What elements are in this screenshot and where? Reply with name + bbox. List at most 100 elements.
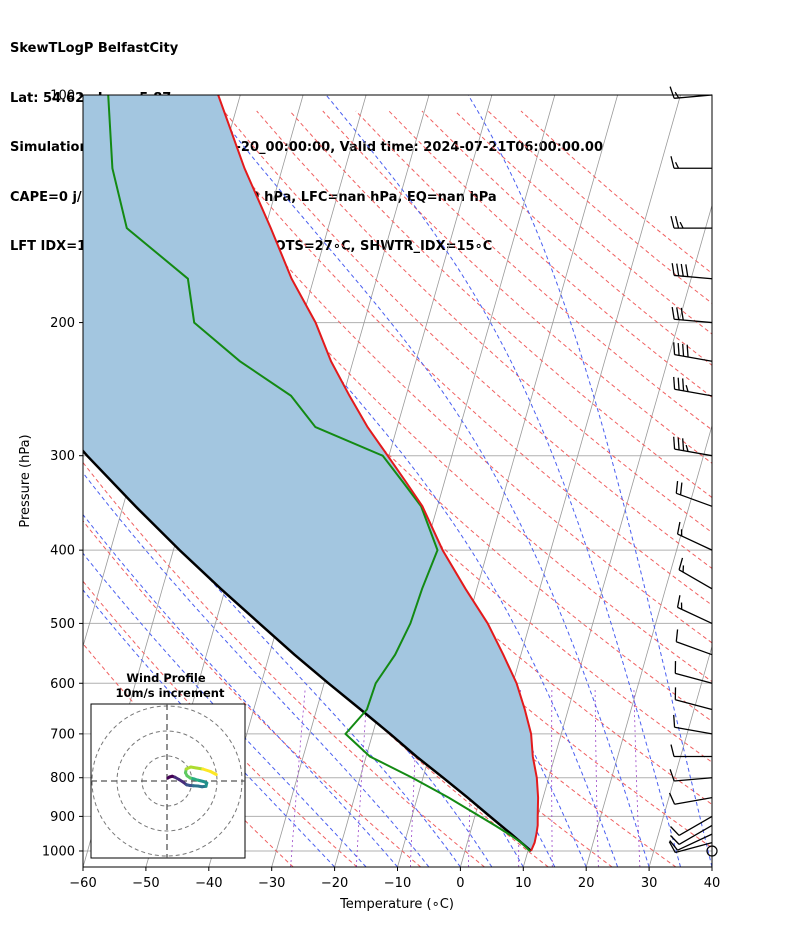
wind-barb (673, 436, 713, 457)
barb-feather (685, 384, 689, 392)
hodograph-subtitle: 10m/s increment (116, 686, 225, 700)
y-tick-label: 200 (50, 316, 75, 331)
barb-shaft (674, 388, 713, 397)
title-station: SkewTLogP BelfastCity (10, 41, 179, 56)
wind-barb (670, 815, 713, 836)
barb-feather (676, 595, 681, 608)
wind-barb (674, 661, 713, 684)
isotherm (711, 865, 712, 867)
cin-shaded-area (83, 95, 539, 851)
barb-shaft (674, 94, 713, 99)
wind-barb (673, 376, 713, 397)
barb-feather (671, 306, 675, 320)
barb-shaft (675, 699, 713, 711)
wind-barb (674, 687, 713, 711)
barb-shaft (678, 824, 713, 845)
isotherm (522, 203, 712, 867)
x-tick-label: −10 (384, 876, 411, 891)
y-tick-label: 600 (50, 677, 75, 692)
barb-feather (675, 629, 679, 642)
moist-adiabat (83, 426, 461, 867)
axes: −60 −50 −40 −30 −20 −10 0 10 20 30 40 1000 900 800 700… (42, 89, 720, 892)
wind-barb (670, 824, 713, 845)
y-tick-label: 100 (50, 89, 75, 104)
wind-barb (669, 769, 713, 782)
wind-barb (676, 521, 713, 551)
wind-barb (673, 342, 713, 362)
dry-adiabat (190, 110, 712, 606)
dry-adiabat (83, 194, 712, 806)
barb-feather (671, 263, 675, 276)
barb-feather (674, 215, 680, 229)
mixing-ratio-line (355, 688, 368, 867)
temperature-profile-line (217, 95, 540, 852)
barb-feather (679, 221, 684, 229)
barb-shaft (675, 672, 713, 684)
moist-adiabat (83, 552, 367, 867)
x-tick-label: −60 (69, 876, 96, 891)
parcel-profile-line (83, 449, 532, 852)
barb-shaft (674, 726, 713, 735)
wind-barb (675, 629, 713, 656)
moist-adiabat (467, 95, 712, 867)
barb-shaft (676, 492, 713, 507)
moist-adiabat (83, 513, 398, 867)
barb-feather (682, 343, 685, 357)
dewpoint-profile-line (107, 95, 531, 852)
hodograph-segment (209, 770, 218, 776)
x-tick-label: −50 (132, 876, 159, 891)
wind-barbs (668, 86, 718, 857)
barb-feather (678, 557, 684, 570)
barb-feather (677, 437, 680, 450)
x-axis-label: Temperature (∘C) (339, 897, 454, 912)
barb-feather (670, 744, 675, 757)
wind-barb (668, 792, 713, 805)
barb-feather (670, 835, 680, 845)
barb-shaft (674, 274, 713, 280)
isotherm (585, 424, 712, 867)
barb-shaft (674, 448, 713, 457)
cape-area (83, 95, 539, 851)
barb-shaft (677, 833, 713, 851)
wind-barb (676, 595, 713, 624)
dry-adiabat (322, 110, 712, 464)
barb-feather (677, 377, 680, 391)
barb-feather (669, 769, 675, 782)
dry-adiabat (157, 110, 712, 644)
wind-barb (669, 833, 713, 851)
dry-adiabat (83, 580, 358, 867)
barb-feather (670, 156, 675, 169)
barb-feather (673, 376, 676, 390)
barb-shaft (674, 318, 713, 324)
profiles (83, 95, 540, 852)
barb-feather (685, 264, 689, 277)
barb-shaft (674, 777, 713, 782)
barb-feather (670, 826, 680, 836)
dry-adiabat (83, 405, 549, 867)
x-tick-label: 30 (641, 876, 658, 891)
mixing-ratio-line (290, 688, 306, 867)
barb-shaft (676, 641, 713, 656)
wind-barb (669, 86, 713, 99)
barb-shaft (678, 569, 713, 590)
x-tick-label: −30 (258, 876, 285, 891)
isotherm (775, 95, 794, 867)
barb-feather (680, 307, 684, 321)
mixing-ratio-line (633, 688, 641, 867)
barb-feather (679, 482, 683, 495)
wind-barb (670, 156, 712, 169)
barb-shaft (678, 815, 713, 836)
barb-feather (686, 344, 689, 358)
wind-barb (675, 480, 713, 507)
y-tick-label: 800 (50, 771, 75, 786)
barb-feather (680, 263, 684, 277)
wind-barb (671, 263, 713, 280)
isotherm (648, 644, 712, 867)
barb-shaft (677, 606, 713, 624)
moist-adiabat (110, 95, 619, 867)
dry-adiabat (520, 110, 712, 274)
barb-feather (674, 161, 680, 169)
barb-feather (682, 378, 685, 391)
mixing-ratio-line (551, 688, 553, 867)
barb-feather (676, 263, 680, 276)
